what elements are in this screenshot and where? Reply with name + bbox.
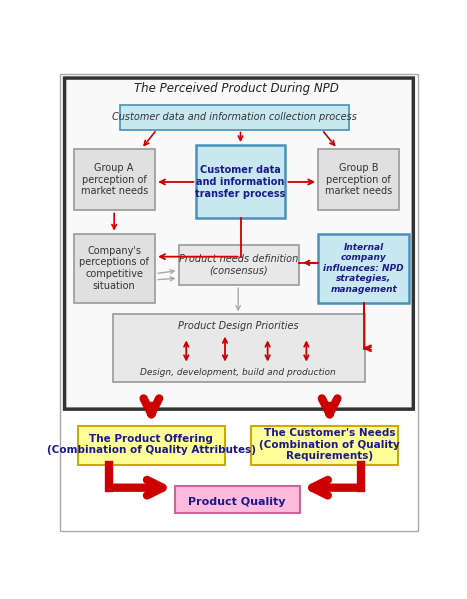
FancyBboxPatch shape [74, 149, 155, 210]
Text: Product needs definition
(consensus): Product needs definition (consensus) [178, 255, 298, 276]
FancyBboxPatch shape [78, 426, 225, 465]
Text: Company's
perceptions of
competitive
situation: Company's perceptions of competitive sit… [79, 246, 149, 291]
Text: The Perceived Product During NPD: The Perceived Product During NPD [134, 82, 339, 95]
FancyBboxPatch shape [64, 78, 413, 409]
FancyBboxPatch shape [318, 149, 399, 210]
FancyBboxPatch shape [318, 234, 410, 303]
Text: The Customer's Needs
(Combination of Quality
Requirements): The Customer's Needs (Combination of Qua… [259, 428, 400, 461]
FancyBboxPatch shape [178, 245, 298, 285]
Text: Product Design Priorities: Product Design Priorities [178, 321, 298, 331]
Text: Group A
perception of
market needs: Group A perception of market needs [80, 163, 148, 196]
FancyBboxPatch shape [196, 145, 285, 218]
FancyBboxPatch shape [251, 426, 398, 465]
Text: Group B
perception of
market needs: Group B perception of market needs [325, 163, 392, 196]
FancyBboxPatch shape [74, 234, 155, 303]
Text: Internal
company
influences: NPD
strategies,
management: Internal company influences: NPD strateg… [324, 243, 404, 294]
FancyBboxPatch shape [175, 486, 300, 513]
Text: Product Quality: Product Quality [188, 497, 285, 507]
FancyBboxPatch shape [120, 105, 349, 129]
Text: The Product Offering
(Combination of Quality Attributes): The Product Offering (Combination of Qua… [47, 434, 256, 455]
FancyBboxPatch shape [113, 314, 365, 382]
Text: Design, development, build and production: Design, development, build and productio… [140, 368, 336, 377]
Text: Customer data
and information
transfer process: Customer data and information transfer p… [195, 165, 286, 199]
Text: Customer data and information collection process: Customer data and information collection… [112, 112, 357, 122]
